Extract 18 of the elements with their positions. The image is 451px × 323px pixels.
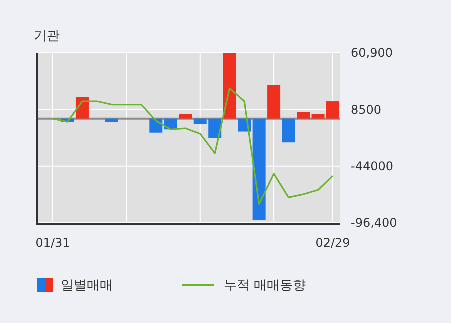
bar [252, 118, 266, 220]
bar [223, 53, 236, 119]
line-series [52, 88, 334, 205]
x-tick-label: 02/29 [316, 236, 350, 250]
legend-label: 누적 매매동향 [224, 278, 306, 294]
bar [268, 85, 281, 119]
y-tick-label: 60,900 [351, 46, 393, 60]
legend-label: 일별매매 [61, 278, 113, 294]
y-tick-label: 8500 [351, 102, 382, 117]
bar [282, 118, 296, 143]
bar [150, 118, 163, 133]
y-tick-label: -44000 [351, 160, 394, 174]
bar [297, 112, 310, 119]
bar [179, 114, 192, 119]
bar [105, 118, 118, 122]
y-tick-label: -96,400 [351, 216, 398, 230]
chart-title: 기관 [34, 29, 60, 44]
x-tick-label: 01/31 [36, 236, 70, 250]
